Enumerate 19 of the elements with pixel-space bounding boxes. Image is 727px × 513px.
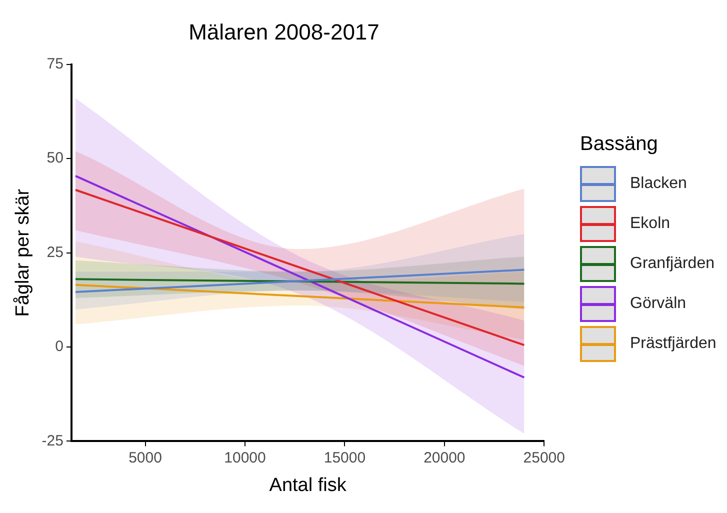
legend-label: Ekoln [630, 215, 670, 233]
x-tick-label: 15000 [324, 449, 366, 466]
chart-title: Mälaren 2008-2017 [188, 19, 380, 44]
legend-label: Görväln [630, 295, 686, 313]
y-tick-label: 75 [46, 56, 64, 73]
y-tick-label: -25 [42, 432, 64, 450]
legend-title: Bassäng [580, 133, 659, 156]
x-tick-label: 5000 [128, 449, 162, 466]
legend-label: Granfjärden [630, 255, 714, 273]
y-tick-label: 50 [46, 150, 64, 167]
x-axis-title: Antal fisk [269, 474, 347, 496]
x-tick-label: 10000 [224, 449, 266, 466]
y-axis-title: Fåglar per skär [12, 188, 34, 317]
y-tick-label: 0 [55, 338, 64, 356]
y-tick-label: 25 [46, 244, 64, 261]
legend-label: Prästfjärden [630, 335, 716, 353]
x-tick-label: 25000 [523, 449, 566, 466]
legend-label: Blacken [630, 175, 687, 193]
x-tick-label: 20000 [424, 449, 466, 466]
